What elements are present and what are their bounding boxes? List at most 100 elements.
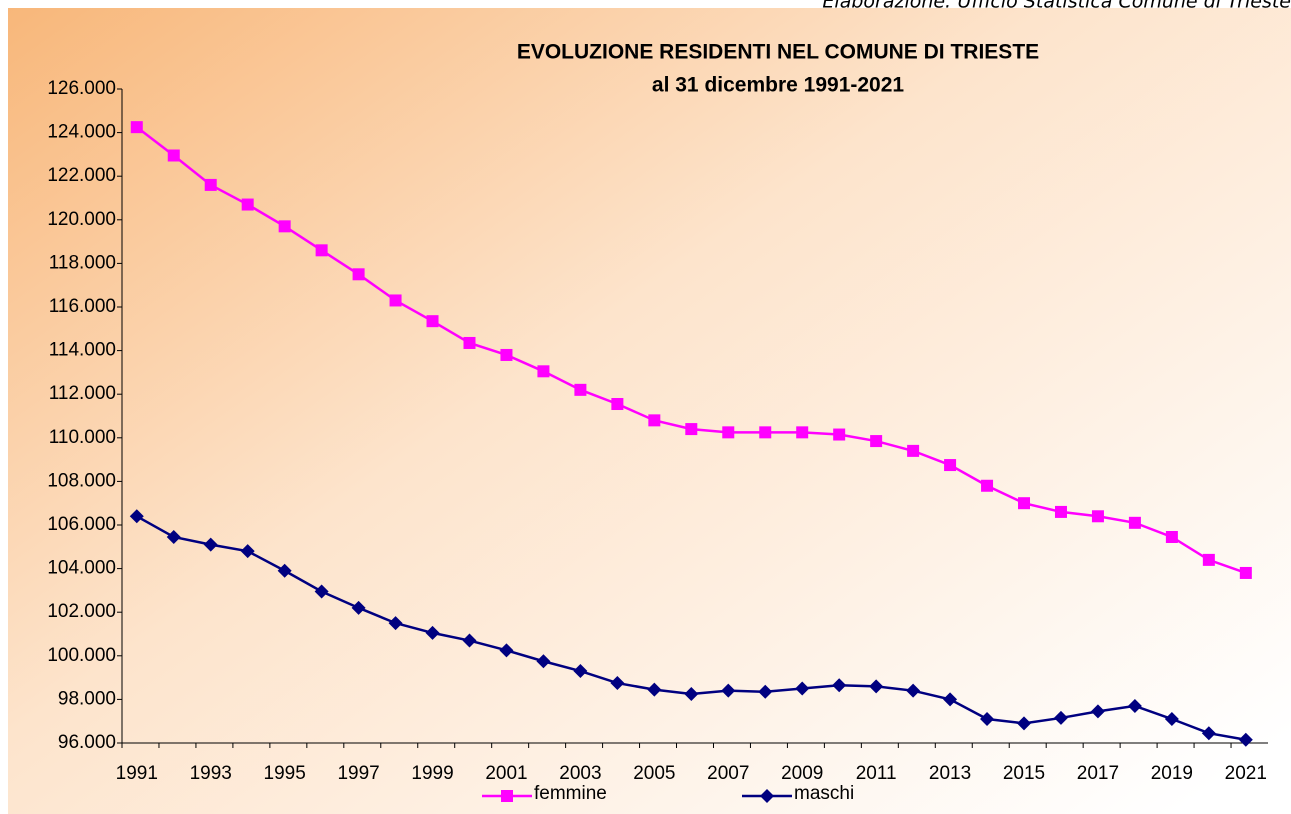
y-tick-label: 116.000 <box>49 296 116 317</box>
data-point <box>166 529 181 544</box>
legend-label: maschi <box>794 783 854 804</box>
data-point <box>1238 732 1253 747</box>
data-point <box>500 348 513 361</box>
data-point <box>1091 510 1104 523</box>
y-tick-label: 108.000 <box>47 470 116 491</box>
data-point <box>1239 566 1252 579</box>
data-point <box>758 684 773 699</box>
data-point <box>389 294 402 307</box>
data-point <box>1054 505 1067 518</box>
y-tick-label: 102.000 <box>47 601 116 622</box>
data-point <box>315 244 328 257</box>
legend-label: femmine <box>534 783 607 804</box>
data-point <box>611 398 624 411</box>
data-point <box>907 444 920 457</box>
chart-background <box>8 8 1291 814</box>
y-tick-label: 124.000 <box>47 122 116 143</box>
data-point <box>1018 497 1031 510</box>
data-point <box>1202 553 1215 566</box>
data-point <box>1127 698 1142 713</box>
y-tick-label: 126.000 <box>47 78 116 99</box>
data-point <box>240 544 255 559</box>
data-point <box>796 426 809 439</box>
data-point <box>1164 712 1179 727</box>
y-tick-label: 96.000 <box>58 732 116 753</box>
data-point <box>684 686 699 701</box>
data-point <box>574 383 587 396</box>
data-point <box>869 679 884 694</box>
data-point <box>278 220 291 233</box>
data-point <box>1201 726 1216 741</box>
data-point <box>204 178 217 191</box>
data-point <box>1017 716 1032 731</box>
data-point <box>352 268 365 281</box>
data-point <box>129 509 144 524</box>
data-point <box>1053 710 1068 725</box>
data-point <box>426 315 439 328</box>
x-tick-label: 1995 <box>264 763 306 784</box>
data-point <box>167 149 180 162</box>
y-tick-label: 122.000 <box>47 165 116 186</box>
data-point <box>870 435 883 448</box>
y-tick-label: 114.000 <box>49 340 116 361</box>
data-point <box>536 654 551 669</box>
data-point <box>130 121 143 134</box>
data-point <box>685 423 698 436</box>
data-point <box>833 428 846 441</box>
source-note: Elaborazione: Ufficio Statistica Comune … <box>822 0 1291 13</box>
data-point <box>943 692 958 707</box>
data-point <box>537 365 550 378</box>
data-point <box>980 712 995 727</box>
x-tick-label: 2009 <box>781 763 823 784</box>
data-point <box>501 790 513 802</box>
data-point <box>722 426 735 439</box>
data-point <box>388 616 403 631</box>
data-point <box>1165 530 1178 543</box>
data-point <box>573 664 588 679</box>
x-tick-label: 1993 <box>190 763 232 784</box>
x-tick-label: 2011 <box>856 763 897 784</box>
data-point <box>721 683 736 698</box>
x-tick-label: 2019 <box>1151 763 1193 784</box>
data-point <box>463 336 476 349</box>
x-tick-label: 2013 <box>929 763 971 784</box>
x-tick-label: 2017 <box>1077 763 1119 784</box>
data-point <box>203 537 218 552</box>
x-tick-label: 2021 <box>1225 763 1267 784</box>
y-tick-label: 120.000 <box>47 209 116 230</box>
data-point <box>277 563 292 578</box>
data-point <box>759 426 772 439</box>
y-tick-label: 104.000 <box>47 558 116 579</box>
y-tick-label: 112.000 <box>49 383 116 404</box>
chart-title: EVOLUZIONE RESIDENTI NEL COMUNE DI TRIES… <box>517 41 1039 64</box>
y-tick-label: 110.000 <box>49 427 116 448</box>
data-point <box>1128 516 1141 529</box>
y-tick-label: 98.000 <box>58 688 116 709</box>
y-tick-label: 118.000 <box>49 252 116 273</box>
data-point <box>1090 704 1105 719</box>
x-tick-label: 2001 <box>485 763 527 784</box>
data-point <box>647 682 662 697</box>
data-point <box>314 584 329 599</box>
x-tick-label: 2003 <box>559 763 601 784</box>
data-point <box>944 459 957 472</box>
x-tick-label: 1999 <box>411 763 453 784</box>
x-tick-label: 1991 <box>116 763 158 784</box>
data-point <box>425 625 440 640</box>
y-tick-label: 100.000 <box>47 645 116 666</box>
x-tick-label: 2005 <box>633 763 675 784</box>
data-point <box>648 414 661 427</box>
data-point <box>981 479 994 492</box>
data-point <box>351 600 366 615</box>
chart-subtitle: al 31 dicembre 1991-2021 <box>652 74 904 97</box>
data-point <box>462 633 477 648</box>
data-point <box>832 678 847 693</box>
data-point <box>760 789 774 803</box>
y-tick-label: 106.000 <box>47 514 116 535</box>
x-tick-label: 2007 <box>707 763 749 784</box>
data-point <box>795 681 810 696</box>
data-point <box>610 676 625 691</box>
data-point <box>906 683 921 698</box>
